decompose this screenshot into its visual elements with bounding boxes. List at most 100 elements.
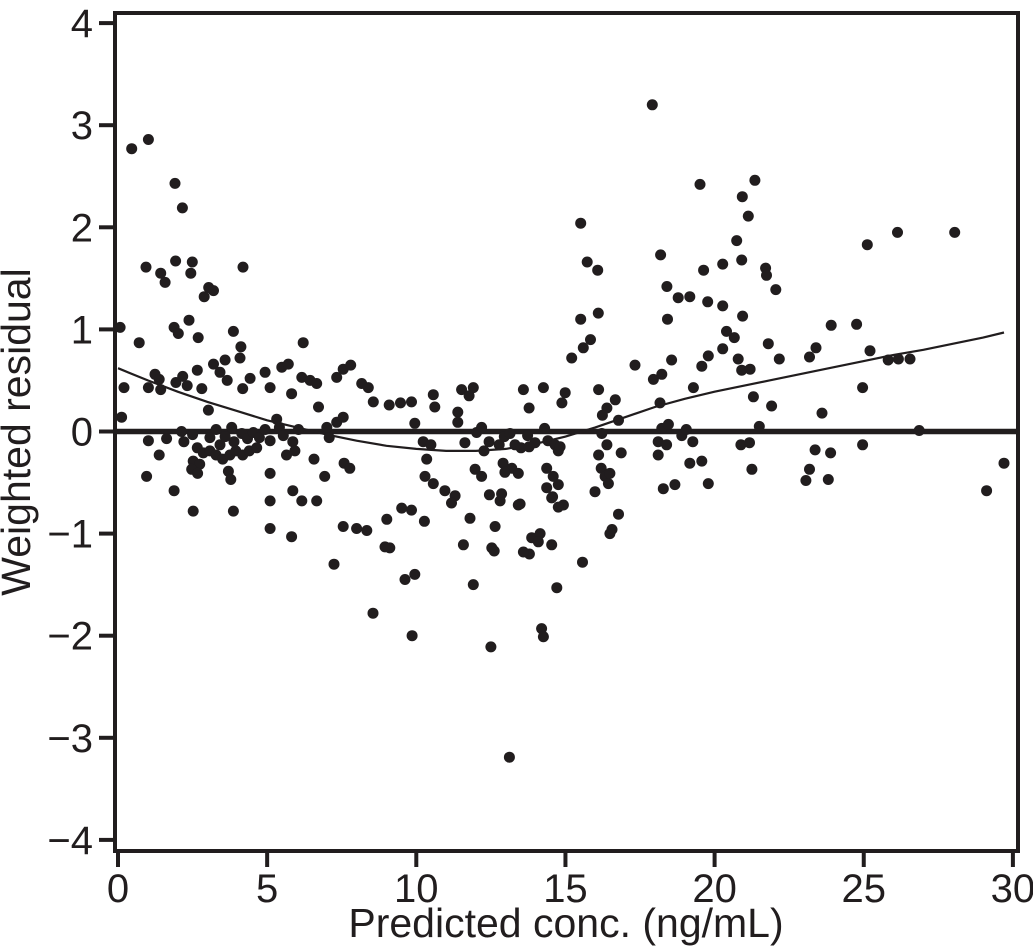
scatter-point (297, 337, 309, 349)
scatter-point (861, 239, 873, 251)
scatter-point (264, 382, 276, 394)
scatter-point (395, 397, 406, 409)
scatter-point (892, 226, 903, 238)
scatter-point (183, 314, 195, 326)
scatter-point (264, 523, 276, 534)
scatter-point (592, 264, 604, 276)
scatter-point (467, 579, 479, 591)
scatter-point (577, 556, 588, 568)
scatter-point (488, 545, 500, 557)
scatter-point (546, 539, 558, 551)
scatter-point (721, 325, 732, 337)
scatter-point (552, 501, 564, 513)
x-tick-label: 0 (107, 867, 129, 911)
scatter-point (575, 217, 587, 229)
scatter-point (273, 421, 285, 433)
y-tick-label: 4 (71, 2, 93, 46)
y-tick-label: −3 (47, 717, 93, 761)
scatter-point (282, 358, 294, 370)
scatter-point (684, 457, 696, 469)
scatter-point (476, 421, 488, 433)
scatter-point (687, 382, 699, 394)
scatter-point (187, 429, 199, 441)
scatter-point (337, 521, 349, 532)
scatter-point (159, 276, 171, 288)
scatter-point (427, 478, 439, 490)
scatter-point (737, 310, 749, 322)
scatter-point (418, 515, 430, 527)
scatter-point (308, 453, 320, 465)
scatter-point (409, 417, 421, 429)
scatter-point (735, 439, 747, 451)
scatter-point (323, 432, 335, 444)
scatter-point (214, 439, 226, 451)
scatter-point (170, 255, 182, 267)
scatter-point (126, 143, 138, 155)
scatter-point (547, 470, 559, 482)
scatter-point (857, 382, 869, 394)
scatter-point (672, 292, 684, 304)
scatter-point (629, 359, 641, 371)
x-tick-label: 10 (394, 867, 439, 911)
scatter-point (655, 249, 667, 261)
scatter-point (210, 424, 222, 435)
scatter-point (483, 489, 495, 501)
scatter-point (219, 354, 231, 366)
scatter-point (702, 296, 714, 308)
scatter-point (253, 432, 265, 444)
scatter-point (214, 366, 226, 378)
scatter-point (698, 264, 710, 276)
scatter-point (331, 371, 343, 383)
scatter-point (949, 226, 961, 238)
scatter-point (857, 439, 869, 451)
scatter-point (345, 359, 357, 371)
trend-line (117, 331, 1005, 452)
scatter-point (181, 380, 193, 392)
scatter-point (515, 442, 527, 454)
scatter-point (882, 354, 894, 366)
scatter-point (293, 424, 304, 435)
scatter-point (596, 409, 608, 421)
scatter-point (589, 486, 601, 498)
scatter-point (680, 424, 692, 435)
scatter-point (176, 426, 187, 437)
scatter-point (116, 411, 128, 423)
scatter-point (361, 525, 373, 536)
scatter-point (666, 354, 678, 366)
scatter-point (800, 475, 812, 486)
scatter-point (237, 383, 249, 395)
x-tick-label: 5 (256, 867, 278, 911)
scatter-point (142, 435, 154, 447)
scatter-point (613, 414, 624, 426)
scatter-point (259, 424, 271, 435)
scatter-point (287, 436, 299, 448)
scatter-point (196, 383, 208, 395)
scatter-point (717, 258, 729, 270)
scatter-point (383, 399, 395, 411)
scatter-point (452, 416, 464, 428)
scatter-point (421, 453, 433, 465)
scatter-point (208, 358, 219, 370)
scatter-point (694, 178, 706, 190)
scatter-point (732, 353, 744, 365)
scatter-point (499, 466, 511, 478)
scatter-point (551, 582, 563, 594)
scatter-point (204, 432, 216, 444)
scatter-point (311, 378, 323, 389)
scatter-point (489, 521, 501, 532)
scatter-point (186, 256, 198, 268)
scatter-point (464, 512, 476, 524)
scatter-point (746, 463, 758, 475)
scatter-point (496, 488, 508, 500)
scatter-point (118, 382, 130, 394)
scatter-point (141, 470, 153, 482)
scatter-point (286, 531, 298, 543)
scatter-point (523, 402, 535, 414)
scatter-points-layer (114, 99, 1010, 763)
scatter-point (904, 353, 916, 365)
scatter-point (178, 436, 190, 448)
scatter-point (604, 467, 616, 479)
axis-ticks (99, 21, 1015, 867)
scatter-point (142, 134, 154, 145)
